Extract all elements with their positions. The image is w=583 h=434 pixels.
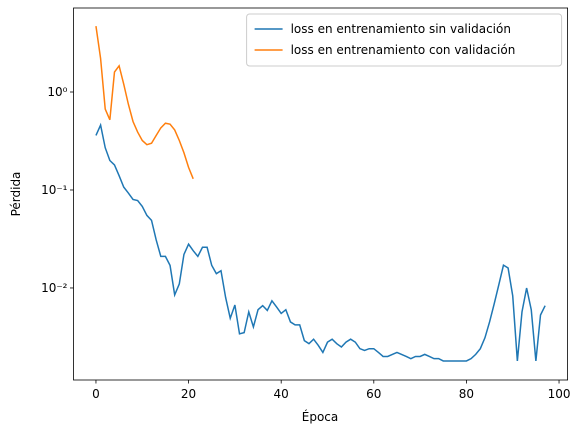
line (95, 122, 546, 362)
x-tick-label: 60 (366, 387, 381, 401)
legend-box (246, 13, 563, 67)
y-tick-label: 10⁰ (47, 85, 67, 99)
x-tick-label: 40 (274, 387, 289, 401)
y-tick-label: 10⁻² (41, 281, 68, 295)
y-tick-label: 10⁻¹ (41, 183, 68, 197)
x-axis-label: Época (302, 409, 339, 424)
legend-label: loss en entrenamiento sin validación (291, 22, 511, 36)
x-tick-label: 100 (548, 387, 571, 401)
plot-frame (73, 7, 569, 381)
line (95, 26, 194, 180)
legend-label: loss en entrenamiento con validación (291, 43, 516, 57)
x-tick-label: 0 (92, 387, 100, 401)
x-tick-label: 80 (459, 387, 474, 401)
y-axis-label: Pérdida (9, 172, 23, 217)
x-tick-label: 20 (181, 387, 196, 401)
